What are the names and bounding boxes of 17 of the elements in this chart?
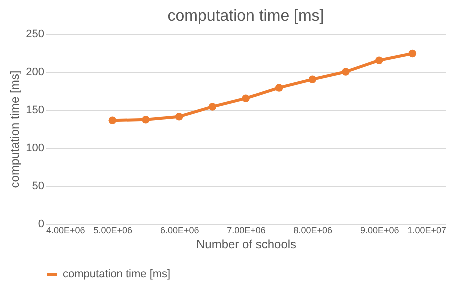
y-tick-label: 50: [32, 180, 44, 192]
y-axis-title: computation time [ms]: [8, 70, 22, 188]
legend-label: computation time [ms]: [63, 268, 171, 280]
y-tick-label: 0: [38, 218, 44, 230]
x-tick-label: 6.00E+06: [160, 226, 200, 236]
y-tick-label: 100: [26, 142, 44, 154]
x-tick-label: 1.00E+07: [408, 226, 446, 236]
chart-title: computation time [ms]: [168, 8, 324, 25]
x-tick-label: 9.00E+06: [360, 226, 400, 236]
y-tick-label: 200: [26, 66, 44, 78]
x-tick-label: 7.00E+06: [227, 226, 266, 236]
x-tick-label: 5.00E+06: [94, 226, 133, 236]
x-tick-label: 4.00E+06: [46, 226, 86, 236]
x-axis-title: Number of schools: [196, 238, 297, 252]
y-tick-label: 150: [26, 104, 44, 116]
x-tick-label: 8.00E+06: [294, 226, 333, 236]
y-tick-label: 250: [26, 28, 44, 40]
